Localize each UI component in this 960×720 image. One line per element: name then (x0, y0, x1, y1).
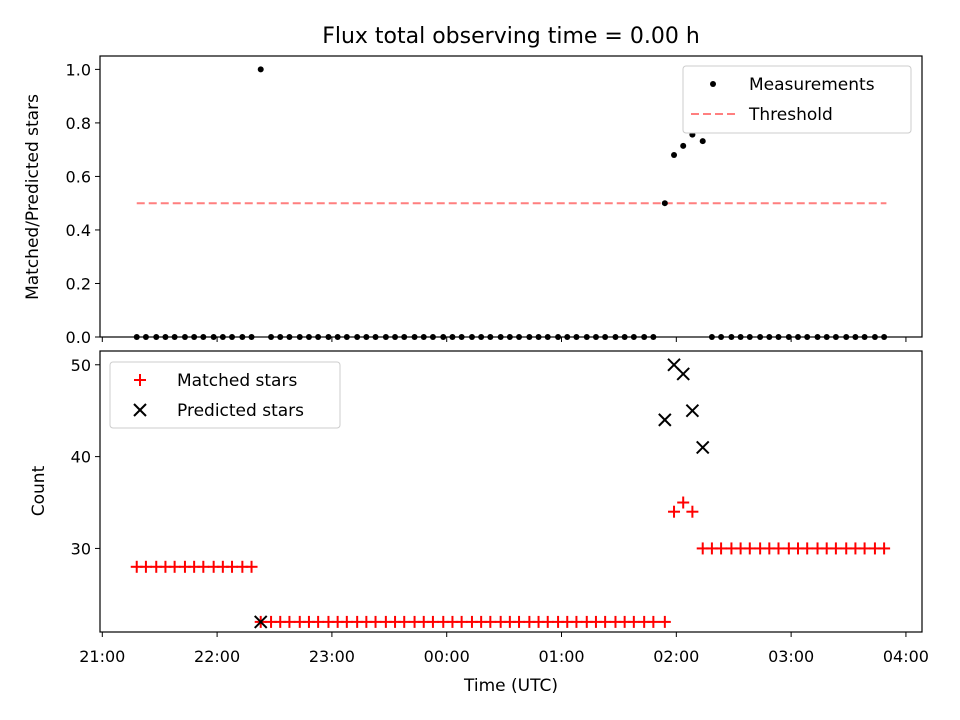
matched-point (513, 615, 526, 628)
top-legend: Measurements Threshold (682, 65, 912, 134)
top-ticks: 0.0 0.2 0.4 0.6 0.8 1.0 (66, 60, 907, 347)
matched-point (168, 560, 181, 573)
predicted-point-b (676, 367, 690, 381)
x-axis-label: Time (UTC) (463, 676, 558, 696)
xtick-label: 01:00 (538, 647, 584, 666)
predicted-point (658, 413, 672, 427)
matched-point (668, 505, 681, 518)
xtick-label: 22:00 (194, 647, 240, 666)
matched-point (743, 542, 756, 555)
panel-bottom: 30 40 50 Count Matched stars Predicted star… (29, 350, 923, 633)
legend-matched-label: Matched stars (177, 371, 297, 391)
top-ytick-label: 0.0 (66, 328, 91, 347)
figure-title: Flux total observing time = 0.00 h (322, 24, 700, 49)
xtick-label: 04:00 (883, 647, 929, 666)
bottom-marks (130, 358, 891, 629)
predicted-point-b (685, 403, 700, 418)
predicted-point-b (667, 358, 681, 372)
matched-point (226, 560, 239, 573)
x-axis-ticks: 21:00 22:00 23:00 00:00 01:00 02:00 03:00 04:00 (79, 632, 929, 666)
matched-point (139, 560, 152, 573)
matched-point (715, 542, 728, 555)
predicted-point-b (658, 413, 672, 427)
legend-predicted-marker-b (133, 403, 147, 417)
legend-matched-marker (134, 374, 146, 386)
legend-measurement-marker (710, 81, 716, 87)
predicted-point (685, 403, 700, 418)
matched-point (686, 505, 699, 518)
predicted-point (676, 367, 690, 381)
panel-top: 0.0 0.2 0.4 0.6 0.8 1.0 Matched/Predicted sta… (23, 55, 923, 347)
matched-point (541, 615, 554, 628)
measurement-point (661, 200, 668, 207)
matched-point (283, 615, 296, 628)
legend-measurement-label: Measurements (749, 75, 875, 95)
matched-point (197, 560, 210, 573)
bottom-legend: Matched stars Predicted stars (109, 361, 341, 429)
matched-point (398, 615, 411, 628)
matched-point (426, 615, 439, 628)
top-legend-frame (682, 65, 912, 134)
matched-point (677, 496, 690, 509)
xtick-label: 21:00 (79, 647, 125, 666)
matched-point (858, 542, 871, 555)
matched-point (647, 615, 660, 628)
predicted-point-b (696, 440, 710, 455)
matched-point (455, 615, 468, 628)
top-ytick-label: 1.0 (66, 60, 91, 79)
bottom-ytick-label: 30 (71, 539, 91, 558)
legend-predicted-label: Predicted stars (177, 401, 304, 421)
measurement-point (671, 152, 678, 159)
top-axes-frame (99, 55, 923, 338)
bottom-legend-frame (109, 361, 341, 429)
predicted-point (254, 615, 268, 629)
matched-point (599, 615, 612, 628)
legend-predicted-marker (133, 403, 147, 417)
matched-point (369, 615, 382, 628)
xtick-label: 23:00 (309, 647, 355, 666)
measurement-point (257, 66, 264, 73)
top-ytick-label: 0.2 (66, 274, 91, 293)
matched-point (484, 615, 497, 628)
xtick-label: 02:00 (653, 647, 699, 666)
matched-point (340, 615, 353, 628)
matched-point (772, 542, 785, 555)
matched-point (829, 542, 842, 555)
xtick-label: 00:00 (424, 647, 470, 666)
measurement-point (680, 142, 687, 149)
predicted-point-b (254, 615, 268, 629)
legend-threshold-label: Threshold (748, 105, 833, 125)
measurement-point (699, 138, 706, 145)
matched-point (801, 542, 814, 555)
bottom-axes-frame (99, 350, 923, 633)
bottom-ytick-label: 50 (71, 356, 91, 375)
top-ytick-label: 0.6 (66, 167, 91, 186)
matched-point (312, 615, 325, 628)
matched-point (658, 615, 671, 628)
matched-point (245, 560, 258, 573)
top-ytick-label: 0.8 (66, 114, 91, 133)
bottom-ticks: 30 40 50 (71, 356, 100, 558)
bottom-ytick-label: 40 (71, 448, 91, 467)
top-ytick-label: 0.4 (66, 221, 91, 240)
predicted-point (696, 440, 710, 455)
top-ylabel: Matched/Predicted stars (23, 94, 43, 300)
matched-point (570, 615, 583, 628)
matched-point (878, 542, 891, 555)
bottom-ylabel: Count (29, 465, 49, 516)
matched-point (627, 615, 640, 628)
xtick-label: 03:00 (768, 647, 814, 666)
